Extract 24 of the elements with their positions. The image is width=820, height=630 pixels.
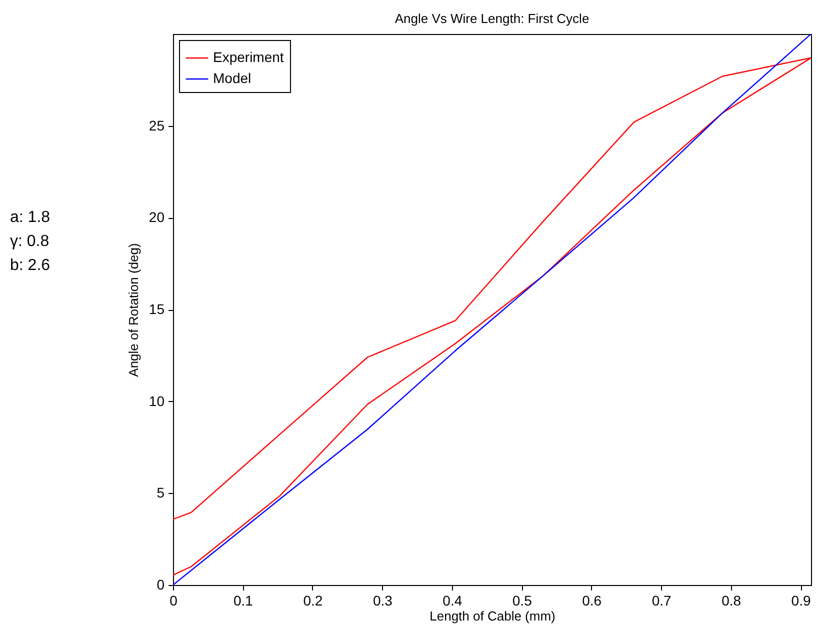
text: a: 1.8 (10, 208, 50, 228)
y-tick-label: 20 (148, 209, 165, 226)
chart-title: Angle Vs Wire Length: First Cycle (394, 11, 590, 26)
x-tick-label: 0.9 (791, 592, 811, 608)
x-tick-label: 0.7 (652, 592, 672, 608)
x-tick-label: 0.1 (233, 592, 254, 608)
text: γ: 0.8 (10, 232, 50, 252)
x-tick-label: 0.6 (582, 592, 602, 608)
y-tick-label: 25 (148, 117, 165, 134)
legend-label: Model (213, 70, 252, 86)
x-axis-title: Length of Cable (mm) (430, 608, 556, 624)
y-tick-label: 15 (148, 301, 165, 317)
text: b: 2.6 (10, 256, 50, 276)
x-tick-label: 0.3 (372, 592, 393, 608)
x-tick-label: 0.8 (722, 592, 742, 608)
legend-label: Experiment (213, 49, 284, 65)
x-tick-label: 0 (170, 592, 178, 608)
y-axis-title: Angle of Rotation (deg) (126, 243, 141, 377)
y-tick-label: 0 (156, 576, 165, 592)
x-tick-label: 0.4 (442, 592, 462, 608)
y-tick-label: 10 (148, 392, 165, 409)
y-tick-label: 5 (156, 484, 165, 501)
x-tick-label: 0.2 (303, 592, 323, 608)
x-tick-label: 0.5 (512, 592, 532, 608)
